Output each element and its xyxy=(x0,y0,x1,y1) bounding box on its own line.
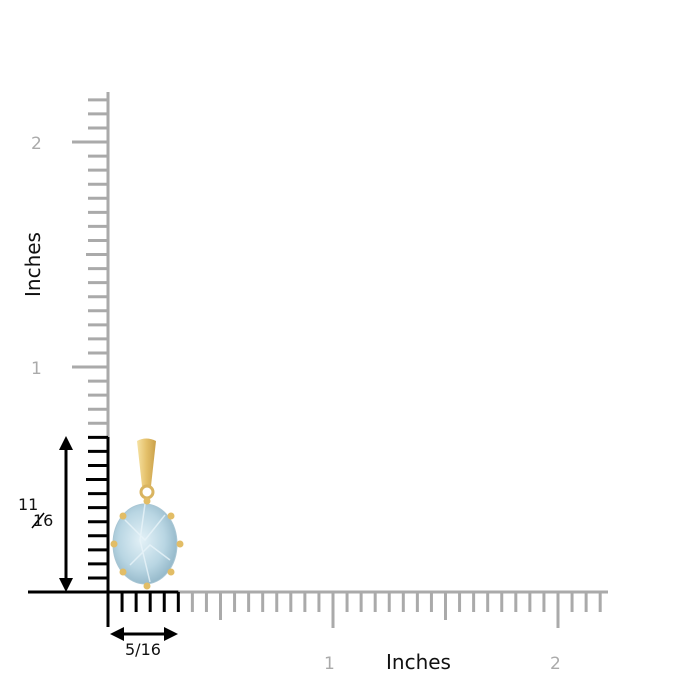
arrow-head-right xyxy=(164,627,178,641)
width-dimension: 5/16 xyxy=(125,640,161,659)
horizontal-axis-label: Inches xyxy=(386,650,451,674)
arrow-head-left xyxy=(110,627,124,641)
bail xyxy=(137,438,156,486)
fraction-slash xyxy=(31,512,45,529)
vertical-tick-label: 2 xyxy=(31,134,42,154)
arrow-head-up xyxy=(59,436,73,450)
height-denominator: 16 xyxy=(33,511,54,530)
vertical-tick-label: 1 xyxy=(31,359,42,379)
horizontal-tick-label: 2 xyxy=(550,654,561,674)
jump-ring xyxy=(139,484,155,500)
height-numerator: 11 xyxy=(18,495,39,514)
arrow-head-down xyxy=(59,578,73,592)
vertical-axis-label: Inches xyxy=(21,232,45,297)
horizontal-tick-label: 1 xyxy=(324,654,335,674)
